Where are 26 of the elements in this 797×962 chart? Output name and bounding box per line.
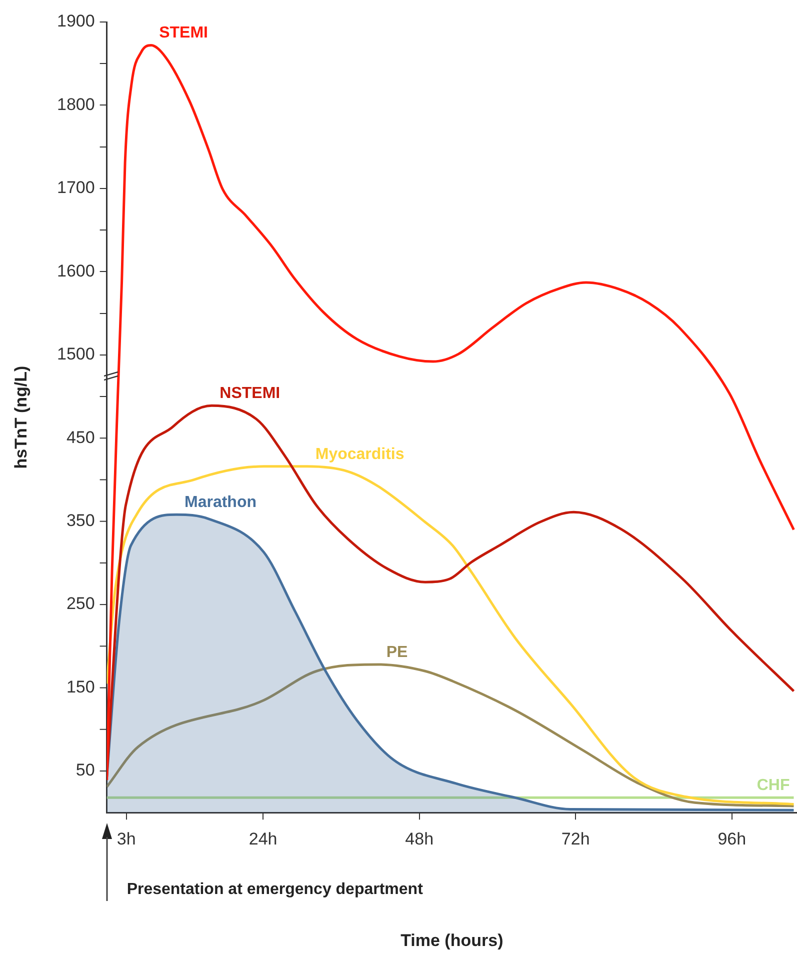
y-tick-label: 1500 <box>56 344 95 364</box>
y2-tick-label: 450 <box>66 428 95 447</box>
y-axis-title: hsTnT (ng/L) <box>12 366 31 469</box>
series-label: Myocarditis <box>315 446 404 463</box>
series-label: Marathon <box>184 494 256 512</box>
series-label: PE <box>386 644 408 661</box>
series-label: CHF <box>756 777 790 794</box>
x-tick-label: 48h <box>405 829 434 848</box>
line-series <box>106 465 795 806</box>
x-tick-label: 72h <box>561 829 590 848</box>
y-tick-label: 1900 <box>56 12 95 31</box>
series-label: NSTEMI <box>220 385 280 402</box>
series-label: STEMI <box>159 24 208 42</box>
x-tick-label: 96h <box>718 829 746 848</box>
y2-tick-label: 150 <box>66 677 95 696</box>
y2-tick-label: 250 <box>66 594 95 614</box>
y-tick-label: 1800 <box>56 94 95 114</box>
x-tick-label: 3h <box>116 829 136 848</box>
x-tick-label: 24h <box>248 829 278 848</box>
line-series <box>106 663 795 808</box>
text: Presentation at emergency department <box>126 880 423 899</box>
y2-tick-label: 50 <box>76 760 95 780</box>
y2-tick-label: 350 <box>66 511 95 530</box>
y-tick-label: 1600 <box>56 261 95 280</box>
y-tick-label: 1700 <box>56 178 95 198</box>
x-axis-title: Time (hours) <box>400 930 504 951</box>
